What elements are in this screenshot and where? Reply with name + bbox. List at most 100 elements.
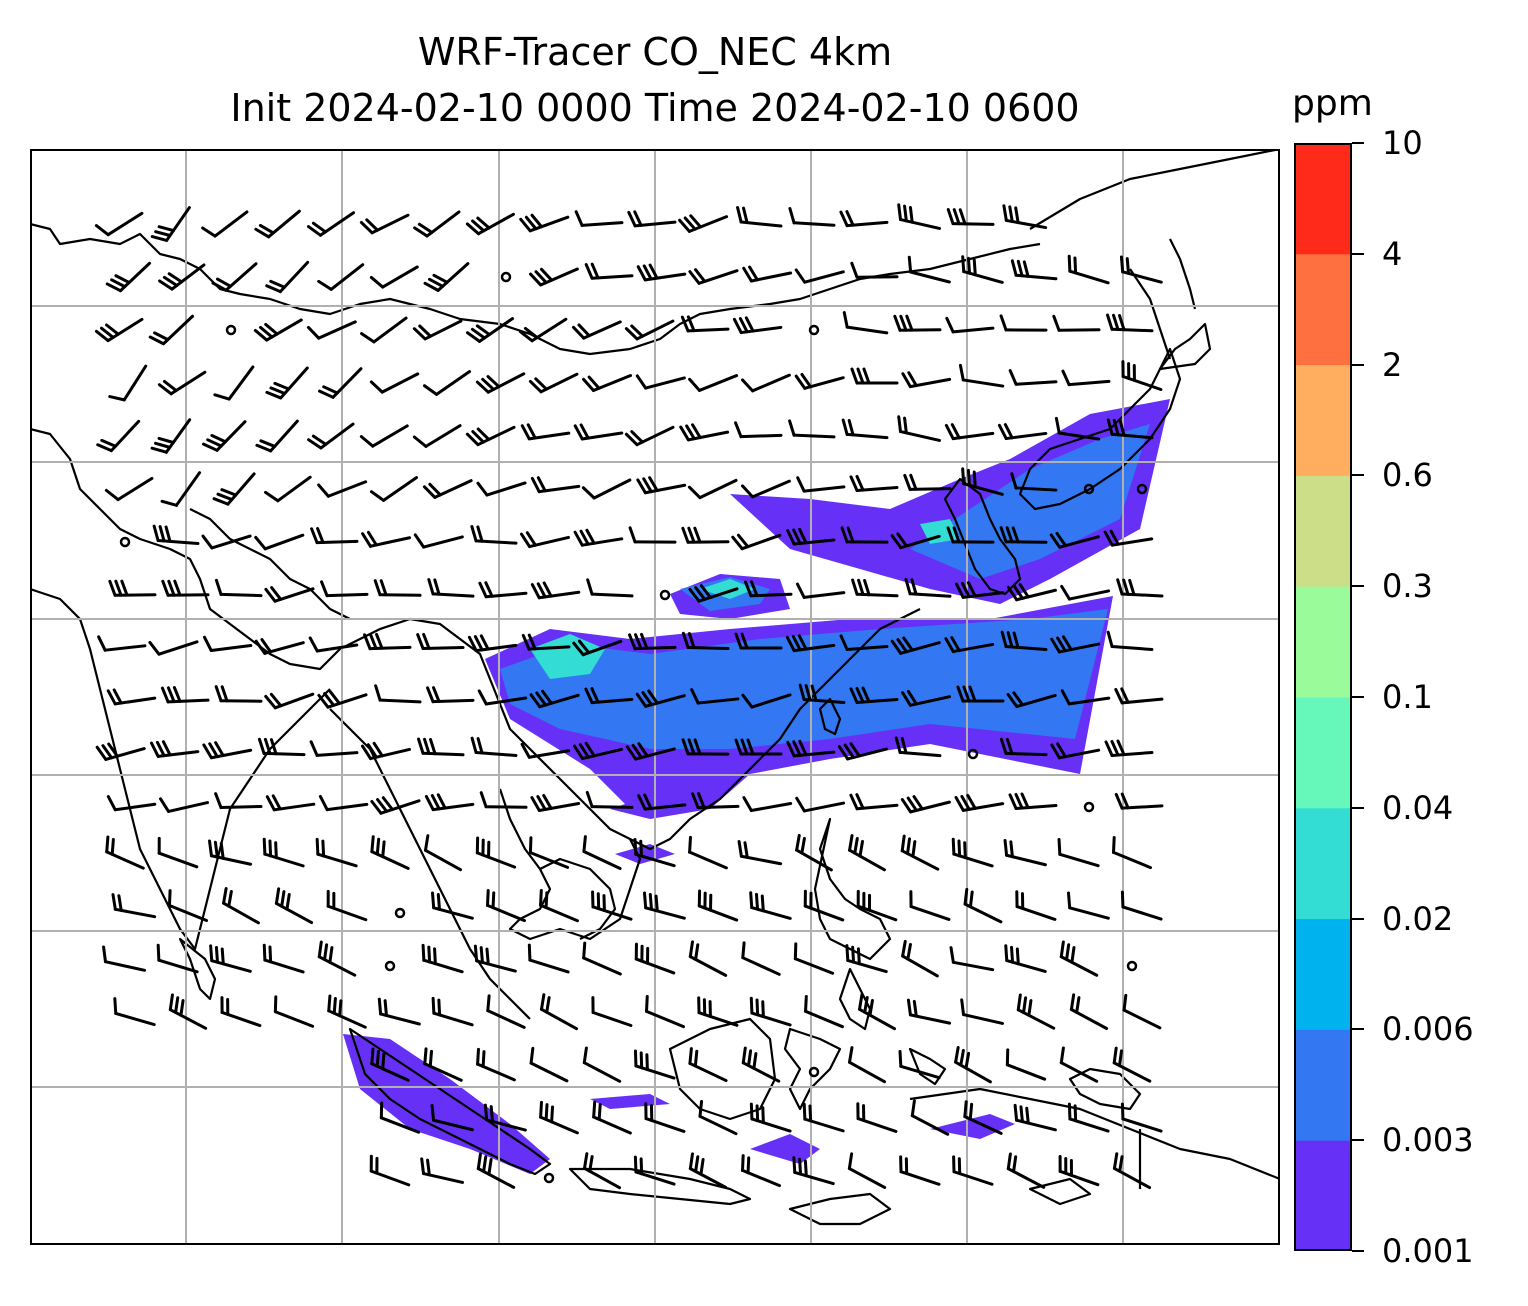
wind-barb [946, 526, 995, 544]
wind-barb [900, 795, 951, 814]
wind-barb [897, 415, 942, 442]
wind-barb [527, 943, 570, 974]
wind-barb [802, 1102, 845, 1133]
wind-barb [1060, 584, 1111, 601]
wind-barb [848, 1046, 886, 1084]
colorbar-tick-label: 2 [1382, 345, 1403, 384]
wind-barb [678, 214, 729, 233]
wind-barb-calm [1083, 483, 1095, 495]
wind-barb [687, 478, 738, 500]
wind-barb [156, 943, 199, 974]
wind-barb [94, 211, 144, 237]
wind-barb [688, 584, 739, 603]
wind-barb [960, 998, 1005, 1025]
wind-barb [1103, 529, 1154, 547]
wind-barb [363, 632, 412, 651]
colorbar-segment [1294, 253, 1352, 366]
wind-barb [1002, 204, 1048, 230]
colorbar-tick-label: 0.1 [1382, 678, 1433, 716]
wind-barb [793, 942, 835, 975]
wind-barb [214, 792, 263, 810]
colorbar-tick [1352, 696, 1364, 698]
wind-barb-calm [808, 324, 820, 336]
wind-barb-calm [1083, 801, 1095, 813]
wind-barb [742, 265, 793, 283]
wind-barb [839, 634, 889, 651]
wind-barb [105, 261, 152, 293]
colorbar-tick [1352, 252, 1364, 255]
wind-barb [633, 1049, 676, 1080]
wind-barb [1069, 993, 1109, 1030]
wind-barb [839, 210, 889, 228]
wind-barb [476, 481, 527, 497]
wind-barb [740, 1154, 782, 1188]
wind-barb [1008, 792, 1058, 811]
wind-barb [470, 736, 518, 757]
wind-barb [849, 793, 899, 811]
wind-barb [636, 263, 687, 282]
wind-barb [430, 1103, 474, 1132]
colorbar-tick [1352, 1250, 1364, 1252]
wind-barb [749, 891, 792, 920]
wind-barb [1059, 940, 1099, 977]
wind-barb [1066, 891, 1110, 920]
wind-barb [379, 1101, 421, 1134]
wind-barb [475, 372, 526, 394]
wind-barb [688, 940, 728, 977]
wind-barb [858, 993, 896, 1031]
wind-barb-calm [500, 271, 512, 283]
colorbar-tick-label: 0.001 [1382, 1232, 1474, 1270]
wind-barb [212, 472, 256, 506]
wind-barb [420, 1157, 465, 1184]
wind-barb [1112, 1046, 1152, 1083]
wind-barb [264, 692, 315, 710]
wind-barb [264, 586, 315, 603]
wind-barb [697, 889, 739, 922]
colorbar-segment [1294, 475, 1352, 587]
wind-barb [681, 738, 730, 756]
colorbar-segment [1294, 1029, 1352, 1141]
colorbar-tick [1352, 474, 1364, 477]
wind-barb [901, 689, 952, 707]
wind-barb [530, 476, 581, 494]
wind-barb [910, 1099, 950, 1136]
wind-barb [803, 889, 845, 922]
wind-barb [786, 739, 836, 758]
wind-barb [591, 996, 633, 1027]
wind-barb [529, 1046, 569, 1083]
wind-barb [157, 370, 207, 396]
wind-barb [519, 213, 570, 233]
wind-barb [737, 840, 783, 866]
wind-barb [317, 940, 357, 977]
wind-barb [625, 742, 676, 761]
wind-barb [1050, 742, 1101, 760]
wind-barb [318, 367, 363, 399]
wind-barb-calm [543, 1172, 555, 1184]
wind-barb [627, 210, 677, 228]
wind-barb [478, 581, 528, 599]
wind-barb [477, 689, 528, 706]
wind-barb [431, 891, 474, 920]
wind-barb [952, 1155, 994, 1186]
wind-barb [167, 889, 209, 923]
wind-barb [741, 693, 792, 709]
wind-barb [413, 210, 461, 238]
wind-barb [741, 941, 781, 976]
wind-barb [370, 796, 421, 815]
wind-barb [591, 890, 633, 921]
colorbar-tick-label: 0.006 [1382, 1010, 1474, 1049]
wind-barb [688, 835, 728, 870]
wind-barb [850, 261, 899, 279]
wind-barb-calm [225, 324, 237, 336]
colorbar-tick-label: 0.3 [1382, 567, 1433, 606]
wind-barb [369, 1154, 411, 1187]
wind-barb [856, 1102, 898, 1133]
wind-barb [688, 268, 739, 285]
wind-barb [359, 213, 410, 235]
wind-barb [741, 1046, 781, 1083]
wind-barb [360, 741, 411, 761]
wind-barb [255, 419, 299, 453]
wind-barb [890, 636, 941, 655]
colorbar-tick [1352, 1028, 1364, 1031]
tracer-plume-china [485, 574, 1113, 864]
